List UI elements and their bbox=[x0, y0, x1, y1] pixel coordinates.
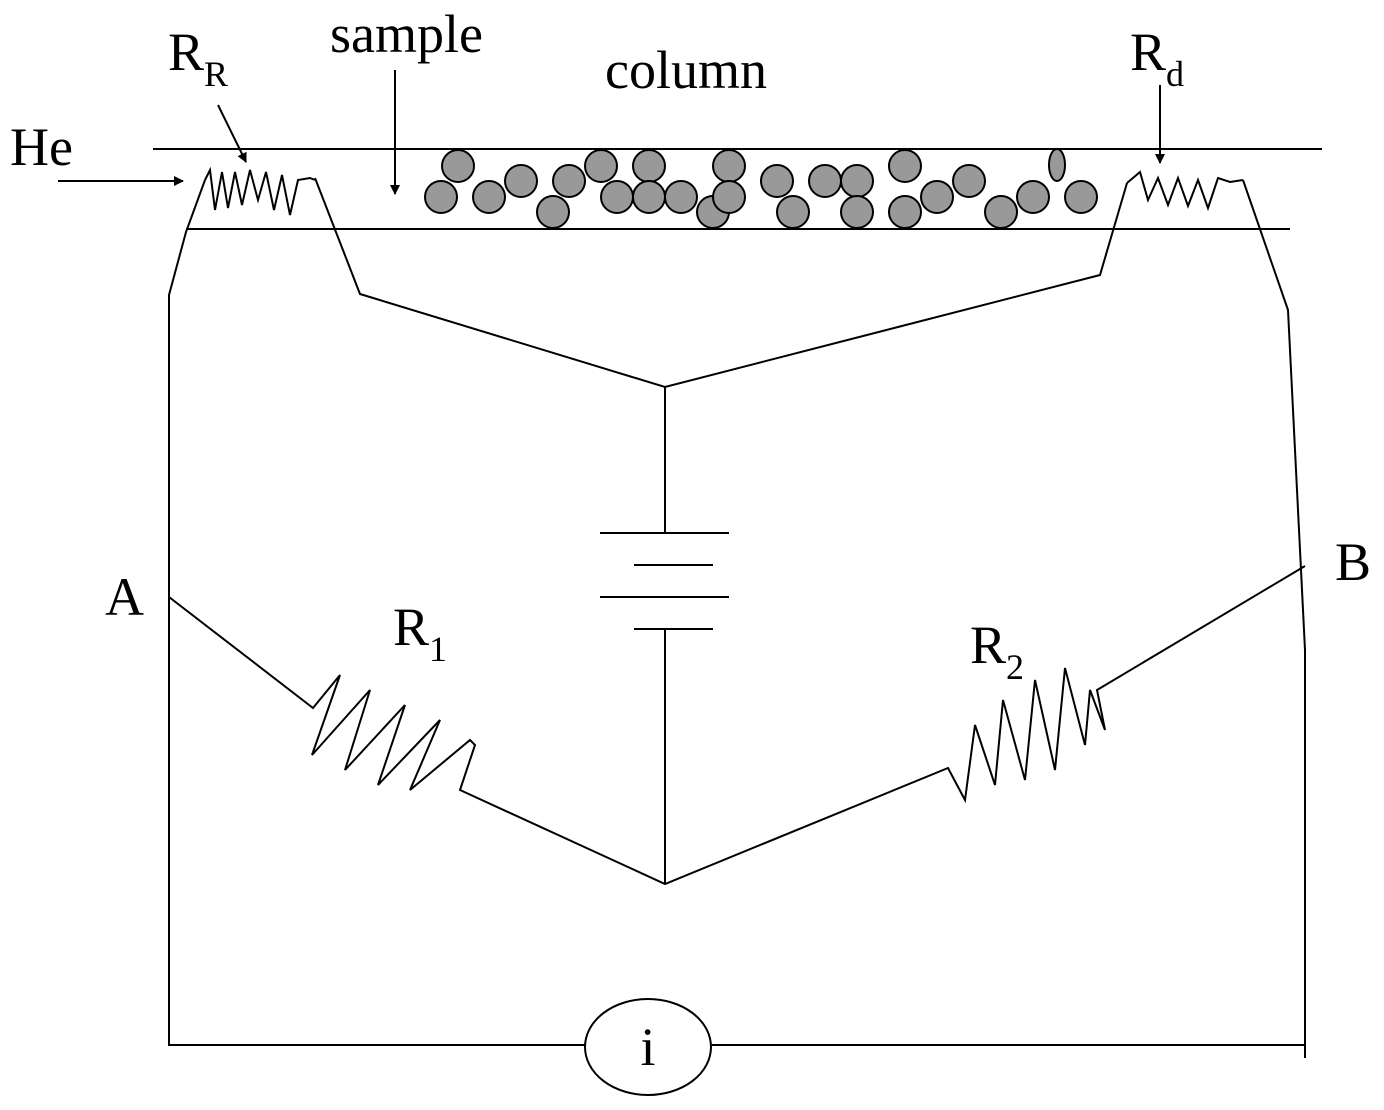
wiring bbox=[58, 70, 1322, 1096]
label-column: column bbox=[605, 40, 767, 100]
label-b: B bbox=[1335, 532, 1371, 592]
label-main: R bbox=[168, 22, 204, 82]
resistor-branch bbox=[168, 565, 1306, 886]
label-sub: R bbox=[204, 54, 228, 94]
label-main: R bbox=[393, 597, 429, 657]
label-sample: sample bbox=[330, 4, 483, 64]
label-he: He bbox=[10, 117, 73, 177]
label-main: R bbox=[1130, 22, 1166, 82]
label-meter: i bbox=[640, 1017, 655, 1077]
label-a: A bbox=[105, 567, 144, 627]
label-rr: RR bbox=[168, 22, 228, 94]
rd-filament bbox=[1126, 170, 1244, 212]
label-r1: R1 bbox=[393, 597, 447, 669]
label-rd: Rd bbox=[1130, 22, 1184, 94]
rr-filament bbox=[204, 166, 316, 216]
label-sub: 2 bbox=[1006, 647, 1024, 687]
meter bbox=[584, 998, 712, 1096]
label-sub: d bbox=[1166, 54, 1184, 94]
label-sub: 1 bbox=[429, 629, 447, 669]
wire bbox=[168, 179, 585, 1046]
rr-arrow bbox=[217, 104, 247, 163]
label-r2: R2 bbox=[970, 615, 1024, 687]
wire bbox=[1242, 179, 1306, 1058]
label-main: R bbox=[970, 615, 1006, 675]
packing bbox=[424, 148, 1098, 229]
